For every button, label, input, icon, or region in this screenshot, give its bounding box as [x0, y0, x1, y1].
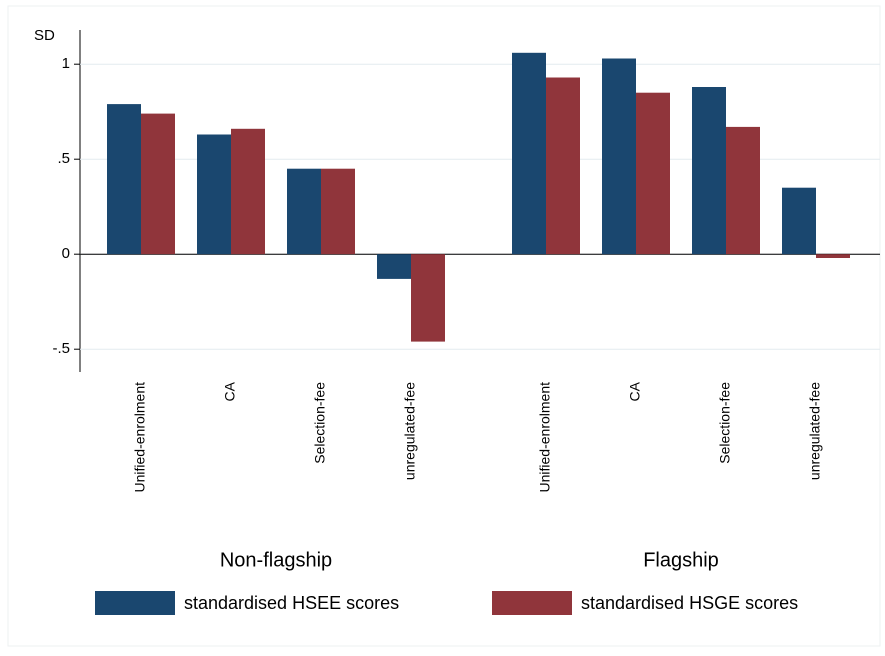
bar: [726, 126, 760, 255]
bar: [602, 58, 636, 255]
bar: [377, 254, 411, 279]
y-axis-label: SD: [34, 27, 55, 44]
bar: [816, 254, 850, 258]
bar: [107, 104, 141, 255]
x-tick-label: unregulated-fee: [807, 382, 823, 480]
x-tick-label: Unified-enrolment: [537, 382, 553, 493]
bar: [287, 168, 321, 255]
y-tick-label: 1: [62, 55, 70, 72]
group-label: Flagship: [643, 549, 719, 571]
x-tick-label: Selection-fee: [717, 382, 733, 464]
legend-swatch: [492, 591, 572, 615]
y-tick-label: -.5: [52, 340, 70, 357]
y-tick-label: .5: [57, 150, 70, 167]
bar: [546, 77, 580, 255]
group-label: Non-flagship: [220, 549, 332, 571]
x-tick-label: Unified-enrolment: [132, 382, 148, 493]
legend-swatch: [95, 591, 175, 615]
x-tick-label: unregulated-fee: [402, 382, 418, 480]
x-tick-label: Selection-fee: [312, 382, 328, 464]
bar: [692, 87, 726, 255]
x-tick-label: CA: [222, 381, 238, 401]
legend-label: standardised HSGE scores: [581, 593, 798, 613]
x-tick-label: CA: [627, 381, 643, 401]
bar: [782, 187, 816, 255]
bar: [197, 134, 231, 255]
y-tick-label: 0: [62, 245, 70, 262]
bar: [141, 113, 175, 255]
legend-label: standardised HSEE scores: [184, 593, 399, 613]
bar: [231, 128, 265, 255]
bar: [321, 168, 355, 255]
bar: [636, 92, 670, 255]
bar: [512, 52, 546, 255]
bar: [411, 254, 445, 342]
